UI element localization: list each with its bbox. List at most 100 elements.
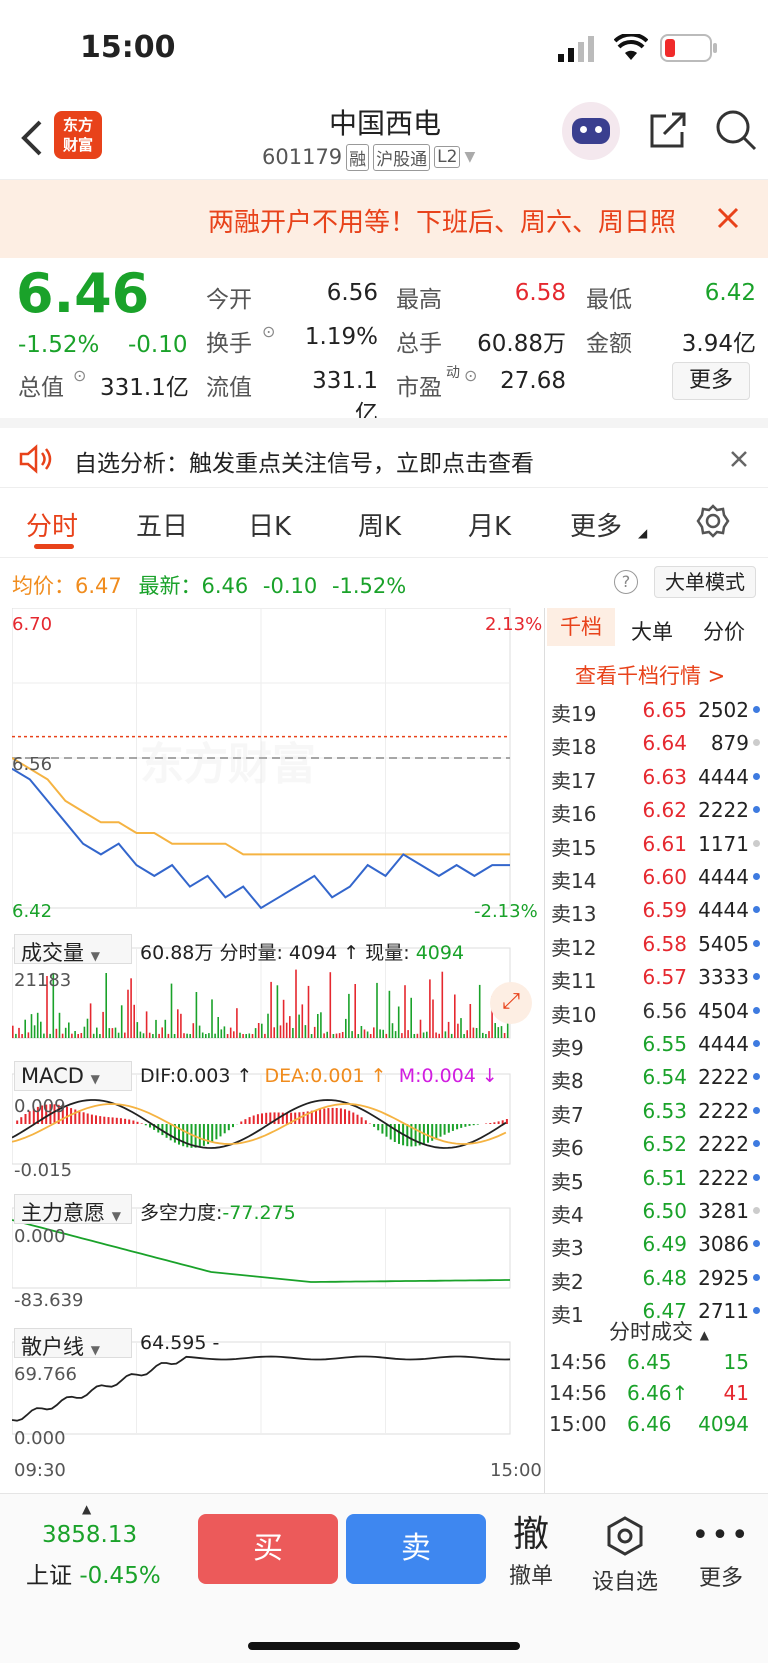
orderbook-link[interactable]: 查看千档行情 > [575,664,726,688]
volume-bar [127,989,129,1038]
assistant-avatar[interactable] [562,102,620,160]
info-icon[interactable]: ⊙ [73,366,87,385]
cancel-order-button[interactable]: 撤 撤单 [496,1516,566,1590]
more-menu-button[interactable]: ••• 更多 [686,1516,756,1592]
orderbook-row[interactable]: 卖15 6.61 1171 [545,826,761,860]
orderbook-row[interactable]: 卖8 6.54 2222 [545,1059,761,1093]
tab-intraday[interactable]: 分时 [26,512,79,542]
sell-button[interactable]: 卖 [346,1514,486,1584]
volume-bar [86,1018,89,1038]
macd-bar [90,1114,93,1124]
volume-bar [195,992,198,1038]
expand-icon[interactable]: ⤢ [490,982,532,1024]
pe-value: 27.68 [500,368,566,394]
volume-bar [444,1031,447,1038]
analysis-notice[interactable]: 自选分析：触发重点关注信号，立即点击查看 [0,418,768,488]
add-favorite-button[interactable]: 设自选 [590,1516,660,1596]
volume-bar [130,978,132,1038]
main-force-select[interactable]: 主力意愿 ▼ [14,1194,132,1225]
volume-bar [96,1027,98,1038]
help-icon[interactable]: ? [614,570,638,594]
tab-more[interactable]: 更多 [570,512,623,542]
more-button[interactable]: 更多 [672,362,750,400]
pe-info-icon[interactable]: ⊙ [464,366,478,385]
volume-indicator-select[interactable]: 成交量 ▼ [14,934,132,965]
orderbook-row[interactable]: 卖1 6.47 2711 [545,1293,761,1327]
orderbook-tab-price[interactable]: 分价 [703,620,745,644]
orderbook-tab-big[interactable]: 大单 [631,620,673,644]
buy-button[interactable]: 买 [198,1514,338,1584]
dots-icon: ••• [691,1518,751,1553]
gear-icon[interactable] [696,504,730,538]
volume-bar [438,1033,440,1038]
volume-bar [214,1033,216,1038]
macd-bar [285,1112,288,1124]
orderbook-tab-level[interactable]: 千档 [547,608,615,646]
macd-bar [373,1124,376,1127]
volume-bar [177,1009,179,1038]
volume-bar [145,1011,148,1038]
orderbook-row[interactable]: 卖3 6.49 3086 [545,1226,761,1260]
volume-bar [40,1021,42,1038]
back-icon[interactable] [18,118,44,158]
volume-bar [158,1033,160,1038]
orderbook-row[interactable]: 卖10 6.56 4504 [545,993,761,1027]
turnover-value: 1.19% [304,324,378,350]
volume-bar [192,1023,195,1038]
orderbook-row[interactable]: 卖13 6.59 4444 [545,892,761,926]
volume-bar [220,1029,223,1038]
orderbook-row[interactable]: 卖14 6.60 4444 [545,859,761,893]
orderbook-row[interactable]: 卖2 6.48 2925 [545,1260,761,1294]
orderbook-row[interactable]: 卖9 6.55 4444 [545,1026,761,1060]
macd-bar [319,1109,322,1124]
orderbook-row[interactable]: 卖11 6.57 3333 [545,959,761,993]
volume-bar [236,1008,238,1038]
orderbook-row[interactable]: 卖12 6.58 5405 [545,926,761,960]
macd-bar [20,1117,23,1124]
tab-five-day[interactable]: 五日 [136,512,189,542]
orderbook-row[interactable]: 卖16 6.62 2222 [545,792,761,826]
close-icon[interactable] [716,206,740,230]
retail-line-select[interactable]: 散户线 ▼ [14,1328,132,1359]
macd-bar [99,1116,102,1124]
tab-week-k[interactable]: 周K [358,512,402,542]
volume-bar [363,1029,366,1038]
macd-bar [95,1115,97,1124]
intraday-chart[interactable] [12,608,542,1493]
turnover-info-icon[interactable]: ⊙ [262,322,276,341]
trades-title[interactable]: 分时成交 ▲ [609,1320,709,1344]
macd-bar [103,1116,106,1124]
macd-bar [468,1124,471,1126]
orderbook-row[interactable]: 卖18 6.64 879 [545,725,761,759]
orderbook-row[interactable]: 卖4 6.50 3281 [545,1193,761,1227]
macd-max-label: 0.009 [14,1096,66,1117]
tab-day-k[interactable]: 日K [248,512,292,542]
index-row[interactable]: 上证 -0.45% [26,1556,161,1590]
order-side: 卖9 [551,1036,584,1060]
index-value[interactable]: 3858.13 [42,1522,138,1548]
volume-bar [435,1032,437,1038]
volume-bar [379,1029,381,1038]
search-icon[interactable] [714,108,758,152]
orderbook-row[interactable]: 卖17 6.63 4444 [545,759,761,793]
volume-bar [394,1031,397,1038]
macd-bar [443,1124,446,1135]
tab-month-k[interactable]: 月K [468,512,512,542]
caret-down-icon[interactable]: ▼ [464,149,476,165]
share-icon[interactable] [648,110,688,150]
volume-bar [24,1019,26,1038]
volume-bar [173,1034,176,1038]
volume-bar [366,1031,369,1038]
main-force-max-label: 0.000 [14,1226,66,1247]
big-order-mode-button[interactable]: 大单模式 [654,566,756,598]
order-side: 卖8 [551,1069,584,1094]
orderbook-row[interactable]: 卖7 6.53 2222 [545,1093,761,1127]
orderbook-row[interactable]: 卖19 6.65 2502 [545,692,761,726]
promo-banner[interactable]: 两融开户不用等！下班后、周六、周日照 [0,180,768,258]
macd-bar [16,1120,19,1124]
orderbook-row[interactable]: 卖5 6.51 2222 [545,1160,761,1194]
index-name: 上证 [26,1563,72,1589]
macd-indicator-select[interactable]: MACD ▼ [14,1061,132,1091]
notice-close-icon[interactable] [730,450,748,468]
orderbook-row[interactable]: 卖6 6.52 2222 [545,1126,761,1160]
